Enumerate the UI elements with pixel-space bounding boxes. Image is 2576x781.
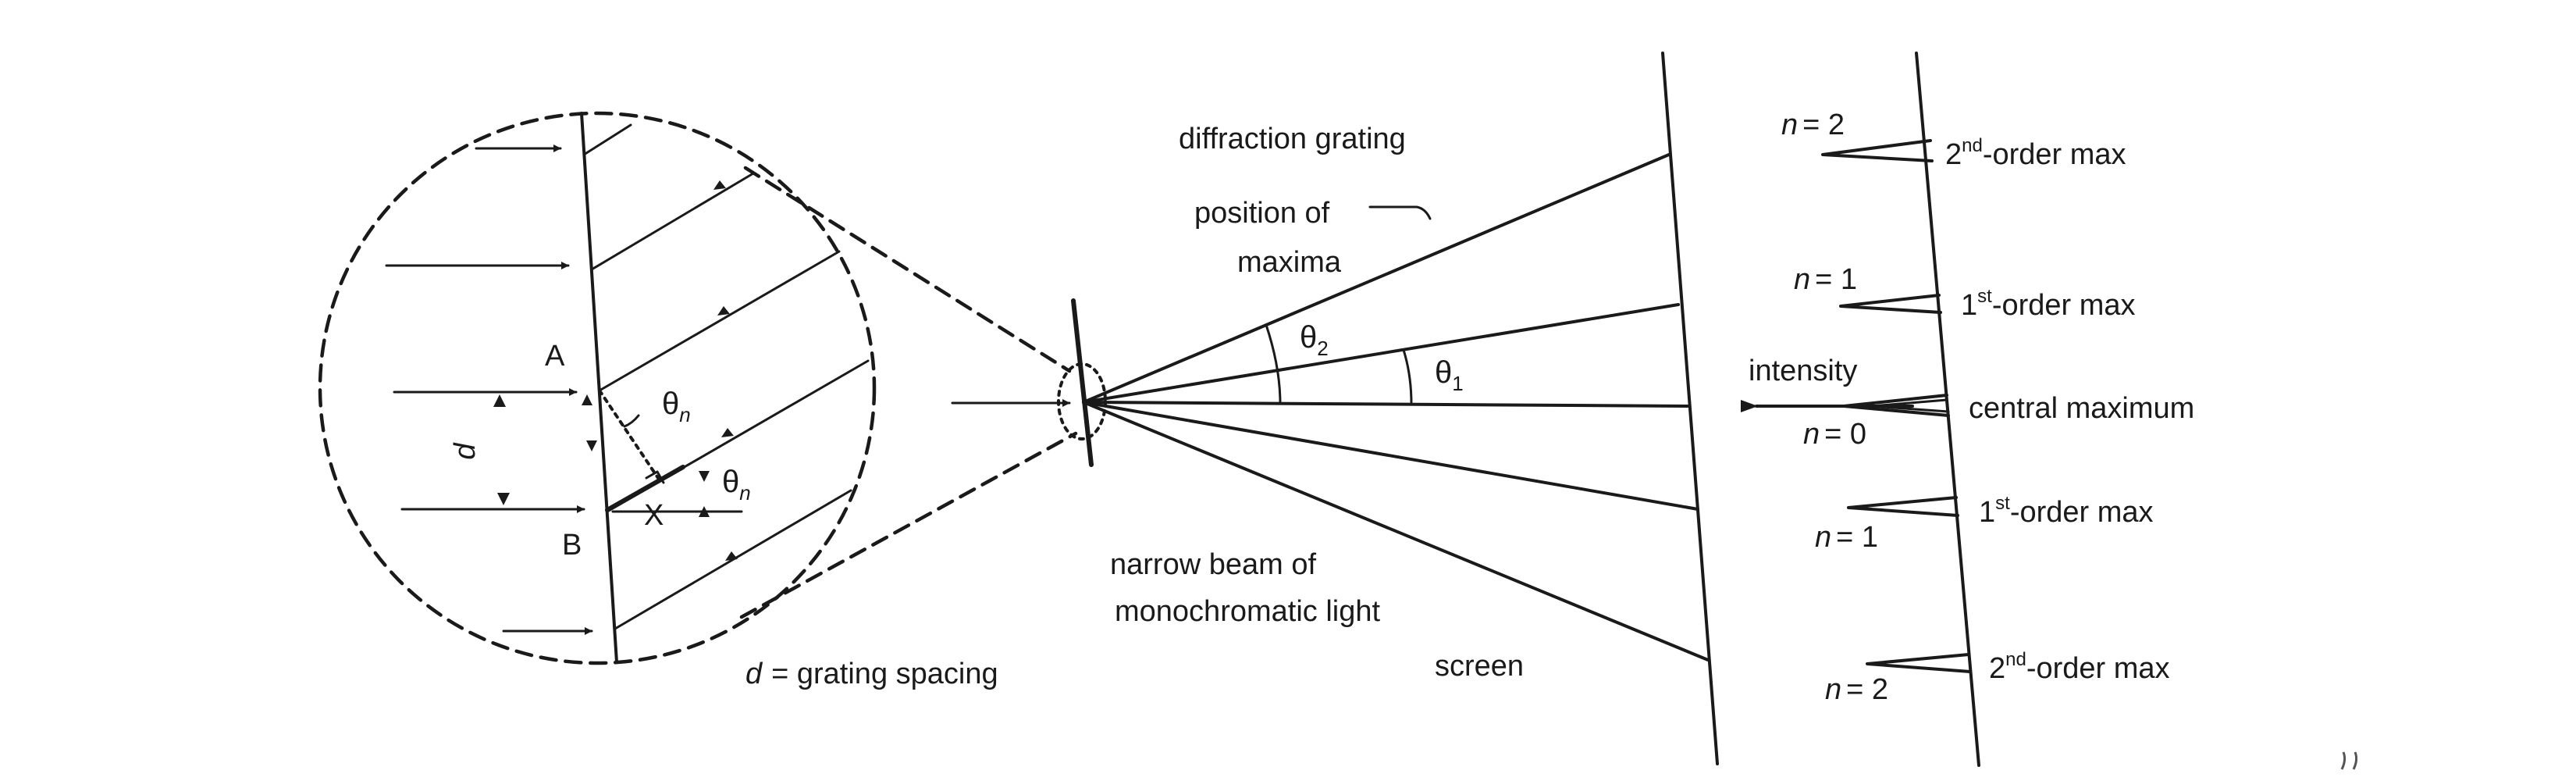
- angle-arc-theta-n-bottom: [699, 506, 710, 517]
- angle-arc-theta-1: [1402, 348, 1413, 405]
- label-1st-order-max-top: 1st-order max: [1961, 286, 2136, 322]
- inset-diffracted-rays: [582, 123, 870, 630]
- position-pointer: [1368, 205, 1432, 220]
- diffracted-ray: [598, 250, 841, 392]
- label-n-2-bottom: n = 2: [1825, 673, 1888, 706]
- label-theta-2: θ2: [1300, 320, 1329, 360]
- ab-arrow-mid: [586, 440, 597, 451]
- ray-arrowhead: [721, 428, 734, 437]
- label-theta-1: θ1: [1435, 355, 1464, 395]
- theta-n-label-lower: θn: [722, 465, 751, 505]
- perpendicular-dotted: [598, 389, 661, 482]
- intensity-graph: [1741, 52, 1980, 767]
- label-intensity: intensity: [1749, 355, 1857, 387]
- label-2nd-order-max-top: 2nd-order max: [1945, 135, 2126, 171]
- label-n-0: n = 0: [1803, 418, 1866, 451]
- path-difference-construction: [598, 389, 743, 517]
- beam-2nd-order-down: [1082, 401, 1710, 662]
- point-x-label: X: [644, 499, 664, 532]
- magnified-grating-inset: d A B X θn θn: [318, 111, 877, 665]
- d-arrow-bottom: [497, 493, 510, 505]
- diffracted-ray: [582, 123, 632, 156]
- right-angle-mark: [645, 470, 665, 484]
- point-b-label: B: [562, 529, 582, 562]
- screen-line: [1661, 52, 1719, 765]
- page-mark: [2340, 751, 2358, 770]
- intensity-peak-1st-down: [1847, 496, 1959, 517]
- inset-incident-rays: [385, 144, 593, 635]
- zoom-tangent-line: [739, 431, 1078, 619]
- ray-arrowhead: [713, 180, 726, 190]
- intensity-peak-2nd-up: [1821, 139, 1934, 162]
- intensity-peak-2nd-down: [1866, 653, 1972, 673]
- label-grating-spacing: d = grating spacing: [745, 658, 998, 690]
- theta-n-label-upper: θn: [662, 387, 691, 426]
- beam-1st-order-down: [1082, 401, 1699, 511]
- label-central-maximum: central maximum: [1969, 392, 2194, 425]
- label-n-2-top: n = 2: [1781, 109, 1845, 141]
- ray-arrowhead: [717, 306, 730, 316]
- ab-arrow-top: [582, 394, 592, 405]
- magnifier-circle: [318, 111, 877, 665]
- label-n-1-bottom: n = 1: [1815, 521, 1878, 554]
- path-difference-bx: [605, 465, 685, 512]
- label-diffraction-grating: diffraction grating: [1179, 123, 1406, 155]
- zoom-tangent-line: [743, 166, 1072, 373]
- point-a-label: A: [545, 340, 565, 373]
- label-2nd-order-max-bottom: 2nd-order max: [1989, 649, 2170, 685]
- angle-arc-theta-n-top: [623, 414, 640, 428]
- label-narrow-beam-line2: monochromatic light: [1115, 595, 1380, 628]
- intensity-peak-central: [1842, 394, 1950, 417]
- beam-1st-order-up: [1082, 303, 1680, 404]
- d-dimension: d: [449, 394, 597, 505]
- label-n-1-top: n = 1: [1794, 263, 1857, 296]
- angle-arc-theta-n-bottom: [699, 471, 710, 482]
- label-maxima: maxima: [1237, 246, 1342, 279]
- d-arrow-top: [493, 394, 506, 407]
- intensity-peak-central-inner: [1870, 398, 1950, 413]
- ray-arrowhead: [725, 551, 738, 561]
- label-narrow-beam-line1: narrow beam of: [1110, 548, 1316, 581]
- d-label: d: [449, 442, 482, 460]
- inset-grating-line: [580, 112, 618, 664]
- label-position-of: position of: [1194, 197, 1330, 230]
- diffraction-grating: [951, 298, 1107, 467]
- diffracted-beams: [1082, 153, 1710, 662]
- beam-central: [1082, 401, 1689, 408]
- intensity-peak-1st-up: [1839, 294, 1942, 314]
- intensity-axis: [1915, 52, 1980, 767]
- label-screen: screen: [1435, 650, 1524, 683]
- angle-arc-theta-2: [1265, 323, 1282, 405]
- label-1st-order-max-bottom: 1st-order max: [1979, 493, 2154, 529]
- diffracted-ray: [590, 172, 755, 271]
- beam-2nd-order-up: [1082, 153, 1670, 404]
